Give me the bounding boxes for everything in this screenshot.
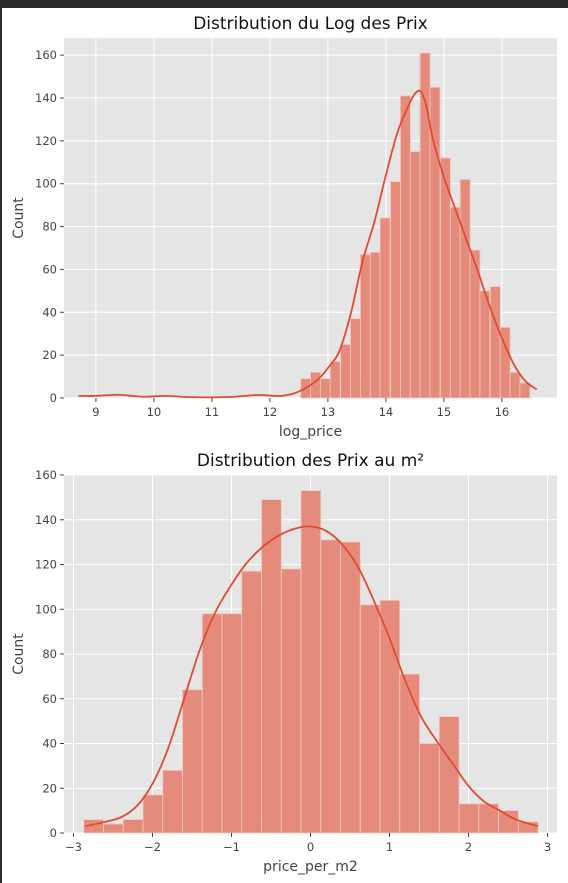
- y-tick-label: 0: [50, 826, 57, 840]
- histogram-bar: [379, 599, 401, 834]
- histogram-bar: [369, 251, 381, 399]
- x-tick-label: −3: [65, 840, 82, 854]
- histogram-bar: [499, 326, 511, 399]
- x-tick-label: −1: [223, 840, 240, 854]
- x-tick-label: 3: [544, 840, 551, 854]
- chart-price-per-m2: −3 −2 −1 0 1 2 3 0 20 40 60 80 100 120 140 160 Distribu…: [11, 451, 557, 875]
- x-tick-label: 1: [386, 840, 393, 854]
- histogram-bar: [329, 361, 341, 399]
- histogram-bar: [359, 604, 381, 834]
- histogram-bar: [162, 769, 183, 834]
- axis-ticks: −3 −2 −1 0 1 2 3 0 20 40 60 80 100 120 140 160: [35, 468, 551, 854]
- histogram-bar: [319, 378, 331, 399]
- y-axis-label: Count: [11, 633, 27, 675]
- histogram-bar: [498, 810, 519, 834]
- y-tick-label: 60: [42, 692, 57, 706]
- x-tick-label: 12: [263, 405, 278, 419]
- histogram-bar: [517, 821, 539, 834]
- y-tick-label: 140: [35, 91, 57, 105]
- y-tick-label: 160: [35, 468, 57, 482]
- y-axis-label: Count: [11, 197, 27, 239]
- x-tick-label: 13: [321, 405, 336, 419]
- x-tick-label: 2: [465, 840, 472, 854]
- histogram-bar: [280, 568, 302, 834]
- histogram-bar: [459, 179, 471, 399]
- y-tick-label: 80: [42, 647, 57, 661]
- x-tick-label: 14: [379, 405, 394, 419]
- y-tick-label: 20: [42, 781, 57, 795]
- histogram-bar: [241, 570, 262, 834]
- y-tick-label: 120: [35, 134, 57, 148]
- histogram-bar: [509, 371, 521, 399]
- histogram-bar: [182, 689, 203, 834]
- histogram-bar: [429, 86, 441, 399]
- y-tick-label: 100: [35, 602, 57, 616]
- histogram-bar: [340, 541, 361, 834]
- histogram-bar: [409, 151, 421, 399]
- y-tick-label: 160: [35, 48, 57, 62]
- histogram-bar: [103, 823, 124, 834]
- y-tick-label: 100: [35, 177, 57, 191]
- histogram-bar: [399, 673, 420, 834]
- y-tick-label: 40: [42, 737, 57, 751]
- kde-curve: [78, 89, 538, 399]
- x-tick-label: 15: [437, 405, 452, 419]
- chart-title: Distribution des Prix au m²: [197, 451, 424, 471]
- y-tick-label: 40: [42, 305, 57, 319]
- x-tick-label: 10: [147, 405, 162, 419]
- histogram-bar: [122, 819, 144, 834]
- y-tick-label: 120: [35, 558, 57, 572]
- histogram-bar: [479, 290, 491, 399]
- y-tick-label: 80: [42, 220, 57, 234]
- y-tick-label: 140: [35, 513, 57, 527]
- histogram-bar: [379, 217, 391, 399]
- histogram-bar: [359, 254, 371, 399]
- x-tick-label: 11: [205, 405, 220, 419]
- histogram-bar: [320, 539, 341, 834]
- histogram-bar: [350, 318, 361, 399]
- x-tick-label: 9: [92, 405, 99, 419]
- x-axis-label: log_price: [279, 424, 342, 440]
- histogram-bar: [519, 382, 531, 399]
- x-tick-label: −2: [144, 840, 161, 854]
- histogram-bar: [201, 613, 223, 834]
- chart-title: Distribution du Log des Prix: [193, 14, 428, 34]
- y-tick-label: 60: [42, 262, 57, 276]
- histogram-bar: [390, 181, 401, 399]
- y-tick-label: 20: [42, 348, 57, 362]
- histogram-bar: [458, 803, 480, 834]
- histogram-bar: [489, 286, 501, 399]
- window-left-border: [0, 0, 2, 883]
- window-top-bar: [0, 0, 568, 8]
- histogram-bar: [300, 490, 322, 834]
- x-tick-label: 0: [307, 840, 314, 854]
- histogram-bar: [449, 206, 461, 399]
- histogram-bar: [340, 344, 352, 399]
- histogram-bar: [221, 613, 243, 834]
- kde-curve: [85, 525, 539, 828]
- x-axis-label: price_per_m2: [263, 859, 358, 875]
- y-tick-label: 0: [50, 391, 57, 405]
- histogram-bars: [83, 490, 539, 834]
- histogram-bar: [438, 716, 460, 834]
- histogram-bar: [261, 499, 282, 834]
- histogram-bar: [142, 794, 164, 834]
- histogram-bar: [399, 95, 411, 399]
- x-tick-label: 16: [495, 405, 510, 419]
- histogram-bar: [419, 743, 440, 834]
